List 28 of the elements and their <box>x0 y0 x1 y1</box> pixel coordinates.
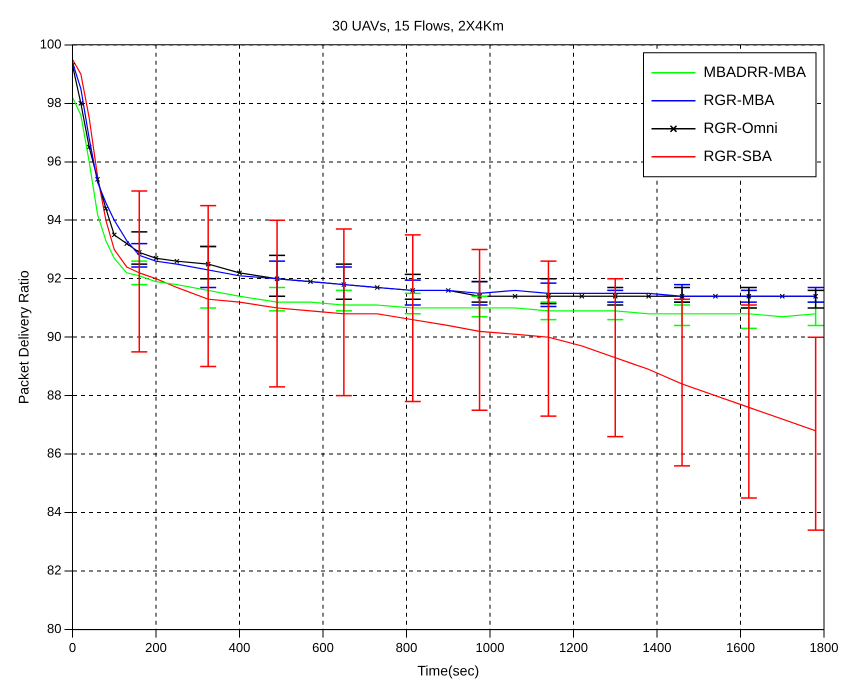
legend-label: RGR-Omni <box>704 120 778 137</box>
legend-label: RGR-MBA <box>704 92 774 109</box>
y-axis-title: Packet Delivery Ratio <box>15 270 32 404</box>
x-tick-label: 200 <box>145 640 167 655</box>
x-tick-label: 1200 <box>559 640 588 655</box>
x-tick-label: 800 <box>396 640 418 655</box>
x-axis-title: Time(sec) <box>417 662 480 678</box>
y-tick-label: 96 <box>47 153 62 168</box>
y-tick-label: 80 <box>47 621 62 636</box>
chart-title: 30 UAVs, 15 Flows, 2X4Km <box>332 17 504 34</box>
y-tick-label: 94 <box>47 212 62 227</box>
x-tick-label: 0 <box>68 640 76 655</box>
x-tick-label: 1800 <box>810 640 838 655</box>
y-tick-label: 82 <box>47 562 62 578</box>
y-tick-label: 100 <box>40 36 62 52</box>
x-tick-label: 1000 <box>476 640 504 655</box>
legend-label: RGR-SBA <box>704 148 772 165</box>
x-tick-label: 1600 <box>726 640 755 655</box>
x-tick-label: 400 <box>228 640 250 655</box>
y-tick-label: 84 <box>47 504 62 520</box>
y-tick-label: 88 <box>47 387 62 402</box>
y-tick-label: 92 <box>47 270 62 286</box>
x-tick-label: 1400 <box>642 640 672 655</box>
y-tick-label: 98 <box>47 94 62 110</box>
y-tick-label: 90 <box>47 328 62 344</box>
y-tick-label: 86 <box>47 446 62 461</box>
legend-label: MBADRR-MBA <box>704 64 806 81</box>
x-tick-label: 600 <box>312 640 334 655</box>
